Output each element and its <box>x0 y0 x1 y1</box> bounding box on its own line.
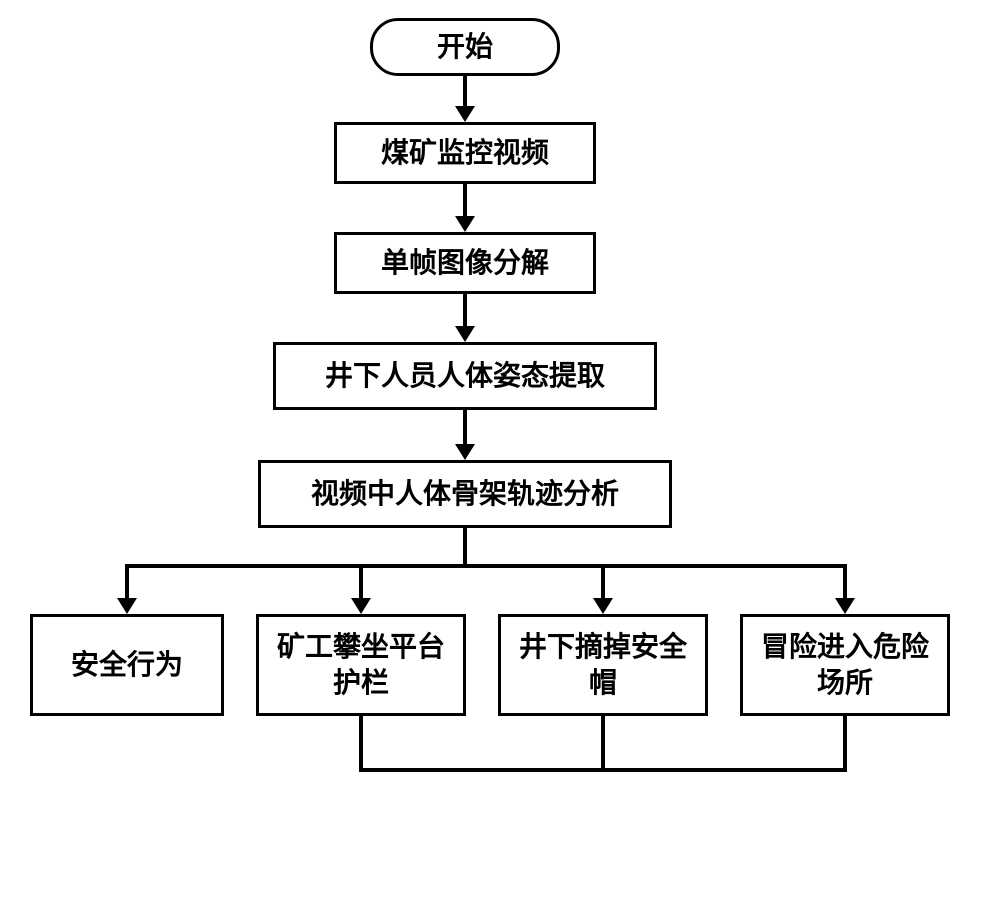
node-label: 单帧图像分解 <box>381 245 549 281</box>
edge-arrowhead <box>117 598 137 614</box>
edge-line <box>125 564 847 568</box>
node-start: 开始 <box>370 18 560 76</box>
node-label: 安全行为 <box>71 647 183 683</box>
edge-line <box>601 716 605 772</box>
node-n1: 煤矿监控视频 <box>334 122 596 184</box>
edge-line <box>463 76 467 106</box>
edge-line <box>359 564 363 598</box>
node-label: 冒险进入危险场所 <box>753 629 937 702</box>
node-label: 视频中人体骨架轨迹分析 <box>311 476 619 512</box>
node-b3: 井下摘掉安全帽 <box>498 614 708 716</box>
edge-line <box>125 564 129 598</box>
edge-arrowhead <box>455 326 475 342</box>
edge-arrowhead <box>835 598 855 614</box>
edge-arrowhead <box>455 216 475 232</box>
edge-arrowhead <box>455 106 475 122</box>
flowchart-canvas: 开始煤矿监控视频单帧图像分解井下人员人体姿态提取视频中人体骨架轨迹分析安全行为 矿… <box>0 0 1000 914</box>
node-label: 矿工攀坐平台护栏 <box>269 629 453 702</box>
node-n4: 视频中人体骨架轨迹分析 <box>258 460 672 528</box>
edge-arrowhead <box>455 444 475 460</box>
node-n2: 单帧图像分解 <box>334 232 596 294</box>
node-label: 开始 <box>437 29 493 65</box>
edge-line <box>359 716 363 772</box>
node-label: 煤矿监控视频 <box>381 135 549 171</box>
edge-line <box>843 716 847 772</box>
node-b2: 矿工攀坐平台护栏 <box>256 614 466 716</box>
edge-line <box>601 564 605 598</box>
edge-line <box>843 564 847 598</box>
node-label: 井下摘掉安全帽 <box>511 629 695 702</box>
edge-line <box>463 294 467 326</box>
edge-line <box>463 184 467 216</box>
node-b1: 安全行为 <box>30 614 224 716</box>
edge-line <box>463 410 467 444</box>
edge-line <box>463 528 467 568</box>
node-label: 井下人员人体姿态提取 <box>325 358 605 394</box>
edge-arrowhead <box>351 598 371 614</box>
edge-line <box>359 768 847 772</box>
edge-arrowhead <box>593 598 613 614</box>
node-b4: 冒险进入危险场所 <box>740 614 950 716</box>
node-n3: 井下人员人体姿态提取 <box>273 342 657 410</box>
